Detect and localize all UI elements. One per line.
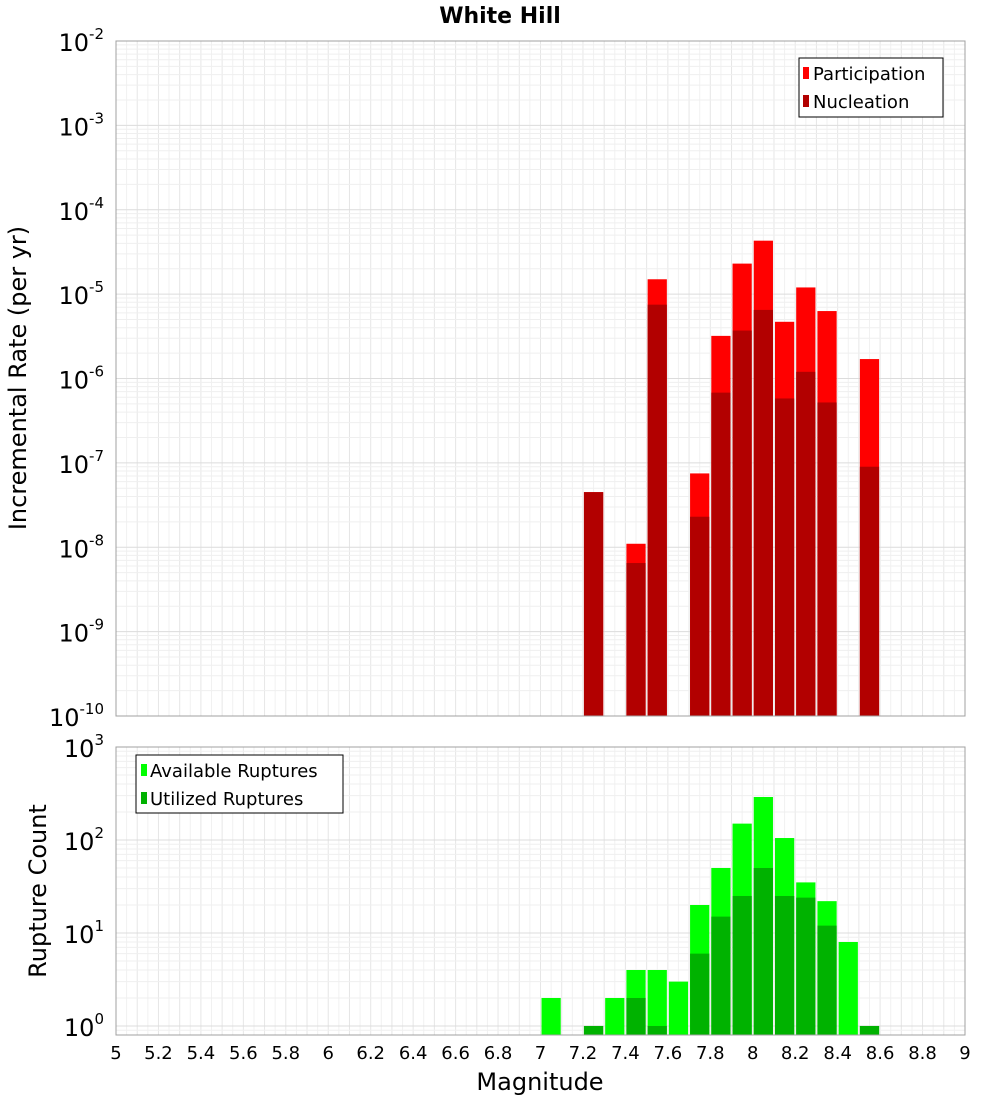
x-tick-labels: 5 5.2 5.4 5.6 5.8 6 6.2 6.4 6.6 6.8 7 7.2 7.4 7.6 7.8 8… (110, 1043, 970, 1064)
x-tick-label: 5 (110, 1043, 121, 1064)
nucleation-bar (817, 402, 837, 716)
nucleation-bar (774, 398, 795, 716)
y-tick-label: 10-5 (58, 278, 104, 310)
nucleation-bar (690, 516, 710, 716)
nucleation-bar (859, 466, 880, 716)
nucleation-bar (647, 304, 667, 716)
top-bars (583, 240, 880, 717)
x-tick-label: 6.2 (356, 1043, 385, 1064)
utilized-ruptures-bar (753, 867, 773, 1035)
utilized-legend-swatch (141, 792, 147, 804)
utilized-ruptures-bar (690, 953, 710, 1035)
top-grid (115, 40, 966, 717)
top-y-tick-labels: 10-10 10-9 10-8 10-7 10-6 10-5 10-4 10-3 10-2 (49, 25, 104, 732)
available-ruptures-bar (541, 997, 561, 1035)
bottom-plot-border (115, 746, 966, 1036)
utilized-ruptures-bar (817, 925, 837, 1035)
nucleation-bar (583, 492, 604, 716)
top-panel: 10-10 10-9 10-8 10-7 10-6 10-5 10-4 10-3 10-2 In… (4, 25, 966, 732)
available-legend-label: Available Ruptures (150, 761, 318, 782)
top-legend: Participation Nucleation (798, 57, 944, 118)
nucleation-bar (626, 563, 646, 716)
x-tick-label: 6 (323, 1043, 334, 1064)
x-tick-label: 5.4 (187, 1043, 216, 1064)
x-tick-label: 8.6 (866, 1043, 895, 1064)
nucleation-bar (796, 371, 816, 716)
x-tick-label: 5.2 (144, 1043, 173, 1064)
available-ruptures-bar (838, 942, 858, 1035)
nucleation-legend-swatch (803, 95, 809, 107)
chart-title: White Hill (439, 4, 561, 29)
top-legend-box (798, 57, 944, 118)
x-tick-label: 7.6 (654, 1043, 683, 1064)
x-axis-label: Magnitude (476, 1068, 603, 1096)
bottom-legend-box (135, 754, 344, 814)
x-tick-label: 8.4 (823, 1043, 852, 1064)
utilized-ruptures-bar (583, 1025, 604, 1035)
bottom-y-axis-label: Rupture Count (24, 804, 52, 978)
top-plot-border (115, 40, 966, 717)
utilized-ruptures-bar (647, 1025, 667, 1035)
utilized-ruptures-bar (626, 997, 646, 1035)
y-tick-label: 10-9 (58, 616, 104, 648)
nucleation-bar (732, 330, 752, 716)
nucleation-bar (753, 309, 773, 716)
x-tick-label: 8 (747, 1043, 758, 1064)
x-tick-label: 7 (535, 1043, 546, 1064)
bottom-legend: Available Ruptures Utilized Ruptures (135, 754, 344, 814)
x-tick-label: 6.4 (399, 1043, 428, 1064)
available-ruptures-bar (605, 997, 625, 1035)
y-tick-label: 10-2 (58, 25, 104, 57)
x-tick-label: 9 (959, 1043, 970, 1064)
utilized-ruptures-bar (859, 1025, 880, 1035)
available-legend-swatch (141, 764, 147, 776)
x-tick-label: 8.2 (781, 1043, 810, 1064)
x-tick-label: 6.8 (484, 1043, 513, 1064)
y-tick-label: 103 (64, 731, 104, 763)
bottom-bars (541, 796, 880, 1035)
x-tick-label: 7.4 (611, 1043, 640, 1064)
x-tick-label: 8.8 (908, 1043, 937, 1064)
utilized-ruptures-bar (774, 895, 795, 1035)
y-tick-label: 10-3 (58, 109, 104, 141)
available-ruptures-bar (668, 981, 689, 1035)
utilized-legend-label: Utilized Ruptures (150, 789, 303, 810)
utilized-ruptures-bar (711, 916, 731, 1035)
participation-legend-label: Participation (813, 64, 925, 85)
y-tick-label: 10-8 (58, 531, 104, 563)
nucleation-legend-label: Nucleation (813, 92, 909, 113)
x-tick-label: 5.6 (229, 1043, 258, 1064)
available-ruptures-bar (647, 969, 667, 1035)
x-tick-label: 7.2 (569, 1043, 598, 1064)
top-y-axis-label: Incremental Rate (per yr) (4, 226, 32, 530)
y-tick-label: 10-7 (58, 447, 104, 479)
nucleation-bar (711, 392, 731, 716)
participation-legend-swatch (803, 67, 809, 79)
x-tick-label: 7.8 (696, 1043, 725, 1064)
x-tick-label: 5.8 (271, 1043, 300, 1064)
y-tick-label: 10-10 (49, 700, 104, 732)
y-tick-label: 100 (64, 1010, 104, 1042)
x-tick-label: 6.6 (441, 1043, 470, 1064)
y-tick-label: 102 (64, 824, 104, 856)
bottom-panel: 100 101 102 103 5 5.2 5.4 5.6 5.8 6 6.2 6.4 6.6 6.8 7… (24, 731, 971, 1096)
utilized-ruptures-bar (796, 897, 816, 1035)
utilized-ruptures-bar (732, 895, 752, 1035)
y-tick-label: 101 (64, 917, 104, 949)
bottom-y-tick-labels: 100 101 102 103 (64, 731, 104, 1042)
y-tick-label: 10-6 (58, 363, 104, 395)
y-tick-label: 10-4 (58, 194, 104, 226)
